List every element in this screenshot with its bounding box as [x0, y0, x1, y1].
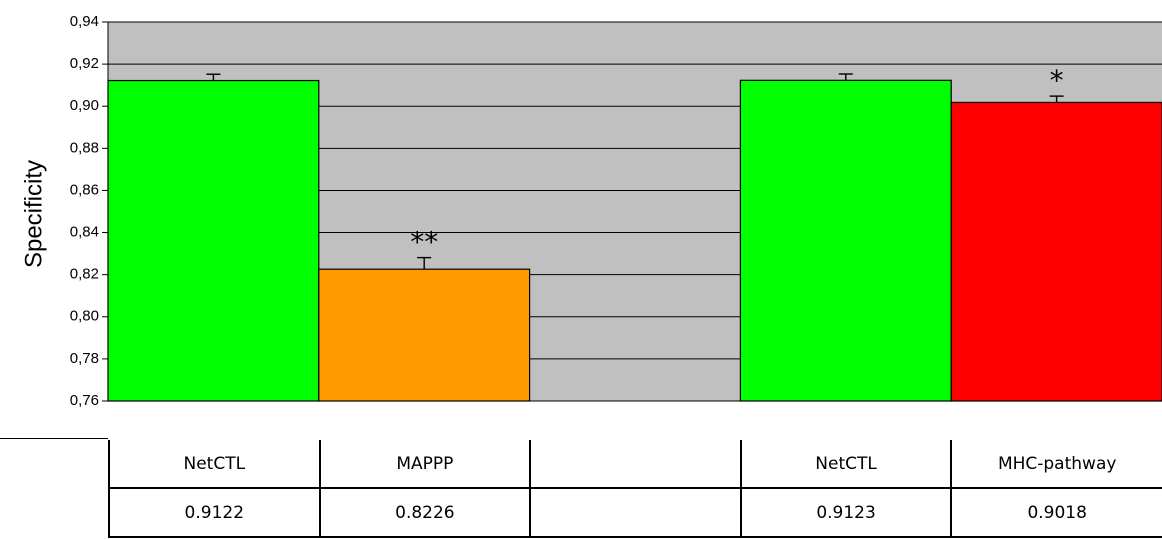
y-tick-label: 0,80 [70, 308, 99, 325]
y-tick-label: 0,88 [70, 139, 99, 156]
data-table: NetCTL MAPPP NetCTL MHC-pathway 0.9122 0… [108, 440, 1162, 538]
y-tick-label: 0,94 [70, 13, 99, 30]
y-tick-label: 0,90 [70, 97, 99, 114]
y-axis-label: Specificity [20, 160, 47, 268]
table-cell-label: NetCTL [108, 440, 321, 489]
table-cell-label [529, 440, 742, 489]
y-tick-label: 0,84 [70, 224, 99, 241]
bar [318, 268, 531, 402]
table-divider-line [0, 438, 108, 439]
y-tick-label: 0,76 [70, 392, 99, 409]
table-cell-label: MAPPP [318, 440, 532, 489]
bars: *** [107, 64, 1162, 402]
specificity-bar-chart: 0,94 0,92 0,90 0,88 0,86 0,84 0,82 0,80 0,78 0,76… [20, 13, 1162, 409]
table-cell-label: NetCTL [739, 440, 953, 489]
table-row-labels: NetCTL MAPPP NetCTL MHC-pathway [108, 440, 1162, 489]
y-tick-label: 0,86 [70, 181, 99, 198]
table-cell-value: 0.9122 [108, 487, 321, 538]
y-tick-label: 0,78 [70, 350, 99, 367]
table-cell-value [529, 487, 742, 538]
table-cell-label: MHC-pathway [950, 440, 1162, 489]
bar [107, 79, 320, 402]
significance-marker: ** [410, 226, 438, 259]
table-cell-value: 0.9123 [739, 487, 953, 538]
y-tick-label: 0,92 [70, 55, 99, 72]
table-cell-value: 0.8226 [318, 487, 532, 538]
significance-marker: * [1050, 64, 1064, 97]
y-axis: 0,94 0,92 0,90 0,88 0,86 0,84 0,82 0,80 0,78 0,76 [70, 13, 109, 409]
bar [739, 79, 952, 402]
table-row-values: 0.9122 0.8226 0.9123 0.9018 [108, 487, 1162, 538]
table-cell-value: 0.9018 [950, 487, 1162, 538]
bar [950, 101, 1162, 402]
y-tick-label: 0,82 [70, 266, 99, 283]
